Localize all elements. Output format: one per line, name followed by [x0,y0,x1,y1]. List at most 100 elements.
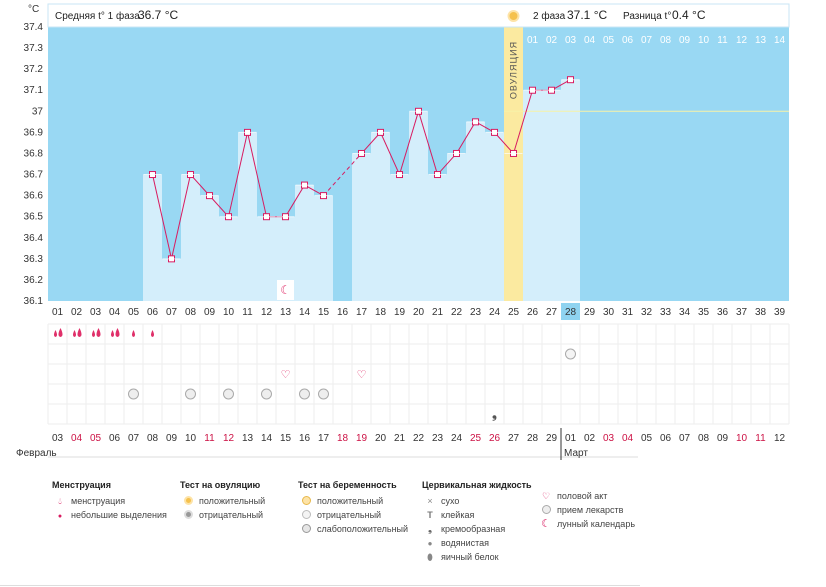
cycle-day-label: 39 [774,307,786,318]
date-label: 20 [375,433,387,444]
date-label: 03 [603,433,615,444]
diff-value: 0.4 °C [672,8,706,22]
cycle-day-label: 03 [90,307,102,318]
date-label: 29 [546,433,558,444]
date-label: 25 [470,433,482,444]
phase2-day-label: 09 [679,35,691,46]
date-label: 04 [71,433,83,444]
temperature-bar [428,174,447,301]
legend-label: положительный [317,496,384,506]
unit-label: °C [28,4,39,15]
cycle-day-label: 27 [546,307,558,318]
moon-icon: ☾ [280,283,291,297]
date-label: 14 [261,433,273,444]
legend-pregnancy-test: Тест на беременность положительный отриц… [298,480,408,536]
cycle-day-label: 10 [223,307,235,318]
y-tick-label: 37.1 [24,85,44,96]
legend-ovulation-test: Тест на овуляцию положительный отрицател… [180,480,265,522]
cycle-day-label: 05 [128,307,140,318]
cycle-day-label: 18 [375,307,387,318]
temperature-segment [285,184,305,217]
temperature-bar [466,121,485,301]
y-tick-label: 36.6 [24,191,44,202]
date-label: 13 [242,433,254,444]
drop-icon [111,328,120,337]
date-label: 21 [394,433,406,444]
sun-icon [507,10,520,22]
temperature-segment [456,121,476,154]
phase2-day-label: 04 [584,35,596,46]
small-drop-icon [132,330,135,337]
date-label: 12 [774,433,786,444]
y-tick-label: 36.1 [24,296,44,307]
cycle-day-label: 23 [470,307,482,318]
date-label: 23 [432,433,444,444]
cycle-day-label: 36 [717,307,729,318]
cycle-day-label: 24 [489,307,501,318]
drop-icon [54,328,63,337]
legend-label: менструация [71,496,126,506]
date-label: 28 [527,433,539,444]
drop-icon [92,328,101,337]
date-label: 15 [280,433,292,444]
date-label: 09 [166,433,178,444]
temperature-segment [228,132,248,217]
cycle-day-label: 20 [413,307,425,318]
legend-label: прием лекарств [557,505,624,515]
date-label: 04 [622,433,634,444]
phase2-day-label: 05 [603,35,615,46]
cycle-day-label: 14 [299,307,311,318]
y-tick-label: 36.8 [24,148,44,159]
temperature-bar [390,174,409,301]
temperature-segment [399,111,419,175]
y-tick-label: 36.3 [24,254,44,265]
cycle-day-label: 08 [185,307,197,318]
pill-icon [223,388,234,400]
drop-icon: 💧︎ [58,496,62,506]
date-label: 07 [128,433,140,444]
y-tick-label: 36.5 [24,212,44,223]
legend-label: слабоположительный [317,524,409,534]
cycle-day-label: 35 [698,307,710,318]
legend: Менструация 💧︎ менструация ● небольшие выд… [0,480,672,586]
phase2-value: 37.1 °C [567,8,607,22]
creamy-icon: ❟ [492,407,497,422]
legend-title: Тест на овуляцию [180,480,261,490]
y-tick-label: 36.4 [24,233,44,244]
date-label: 11 [755,433,766,444]
date-label: 02 [584,433,596,444]
temperature-segment [361,132,381,154]
cycle-day-label: 28 [565,307,577,318]
temperature-bar [162,258,181,301]
temperature-segment [494,132,514,154]
temperature-segment [437,153,457,175]
legend-label: кремообразная [441,524,506,534]
phase2-day-label: 01 [527,35,539,46]
cycle-day-label: 33 [660,307,672,318]
cycle-day-label: 32 [641,307,653,318]
date-label: 26 [489,433,501,444]
pregnancy-weak-icon [301,524,311,533]
date-label: 10 [736,433,748,444]
diff-label: Разница t° [623,11,671,22]
legend-title: Тест на беременность [298,480,397,490]
cycle-day-label: 06 [147,307,159,318]
date-label: 17 [318,433,330,444]
legend-label: небольшие выделения [71,510,167,520]
legend-label: клейкая [441,510,475,520]
legend-label: положительный [199,496,266,506]
pill-icon [261,388,272,400]
phase2-day-label: 07 [641,35,653,46]
temperature-segment [513,90,533,154]
heart-icon: ♡ [281,369,291,381]
header-bar [47,3,790,28]
phase2-day-label: 06 [622,35,634,46]
temperature-bar [257,216,276,301]
sticky-icon: T [427,510,433,520]
temperature-segment [152,174,172,259]
temperature-bar [523,90,542,301]
cycle-day-label: 26 [527,307,539,318]
phase2-day-label: 11 [717,35,728,46]
ovulation-negative-icon [183,510,193,519]
